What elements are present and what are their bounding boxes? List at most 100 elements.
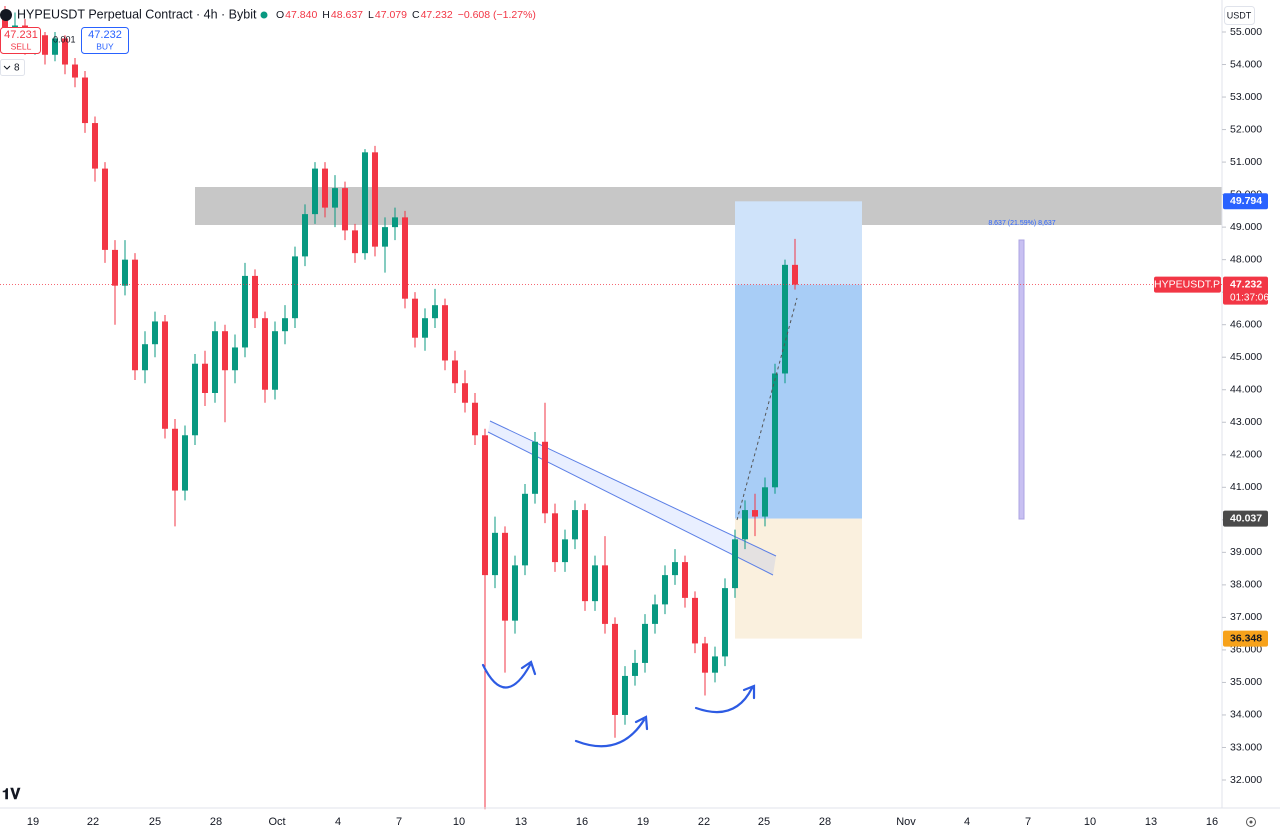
x-tick-label: 16	[576, 816, 588, 828]
x-tick-label: 25	[149, 816, 161, 828]
stop-zone	[735, 518, 862, 639]
y-tick-label: 38.000	[1230, 579, 1262, 591]
candle-body	[552, 513, 558, 563]
candle-body	[52, 38, 58, 55]
candle-body	[252, 275, 258, 319]
sell-button[interactable]	[0, 27, 41, 54]
y-tick-label: 39.000	[1230, 546, 1262, 558]
x-tick-label: 19	[27, 816, 39, 828]
candle-body	[462, 383, 468, 403]
candle-body	[92, 123, 98, 169]
target-zone	[735, 201, 862, 285]
y-tick-label: 54.000	[1230, 58, 1262, 70]
candle-body	[612, 623, 618, 715]
chevron	[3, 65, 11, 70]
ohlc-label: H	[322, 9, 330, 21]
candle-body	[42, 35, 48, 55]
candle-body	[182, 435, 188, 491]
candle-body	[752, 510, 758, 517]
candle-body	[682, 562, 688, 598]
candle-body	[672, 562, 678, 576]
ohlc-value: 47.232	[421, 9, 453, 21]
ohlc-value: 47.840	[285, 9, 317, 21]
y-tick-label: 35.000	[1230, 676, 1262, 688]
y-tick-label: 33.000	[1230, 741, 1262, 753]
symbol-badge-label: HYPEUSDT.P	[1154, 278, 1220, 290]
x-tick-label: Oct	[268, 816, 285, 828]
status-dot	[260, 11, 268, 19]
candle-body	[152, 321, 158, 345]
settings-icon[interactable]	[1246, 817, 1256, 827]
ohlc-label: L	[368, 9, 374, 21]
position-tool	[735, 201, 862, 639]
x-tick-label: 10	[1084, 816, 1096, 828]
candle-body	[352, 230, 358, 254]
candle-body	[652, 604, 658, 624]
candle-body	[142, 344, 148, 371]
y-tick-label: 45.000	[1230, 351, 1262, 363]
candle-body	[342, 188, 348, 231]
tv-logo: 𝟏𝐕	[2, 786, 21, 803]
measure-bar	[1018, 239, 1025, 520]
price-badge-label: 49.794	[1230, 195, 1262, 207]
x-tick-label: 4	[964, 816, 970, 828]
y-tick-label: 55.000	[1230, 26, 1262, 38]
x-tick-label: 7	[1025, 816, 1031, 828]
candle-body	[762, 487, 768, 517]
candle-body	[772, 373, 778, 488]
x-tick-label: 10	[453, 816, 465, 828]
x-tick-label: 7	[396, 816, 402, 828]
y-tick-label: 37.000	[1230, 611, 1262, 623]
candle-body	[82, 77, 88, 124]
candle-body	[482, 435, 488, 576]
candle-body	[122, 259, 128, 286]
candle-body	[162, 321, 168, 429]
settings-icon-dot	[1249, 820, 1253, 824]
candle-body	[102, 168, 108, 250]
candle-body	[702, 643, 708, 673]
candle-body	[372, 152, 378, 247]
candle-body	[262, 318, 268, 390]
buy-button[interactable]	[81, 27, 129, 54]
price-badge	[1223, 276, 1268, 305]
price-badge-label: 36.348	[1230, 632, 1262, 644]
candle-body	[452, 360, 458, 384]
candle-body	[322, 168, 328, 208]
price-badge	[1223, 630, 1268, 647]
y-tick-label: 36.000	[1230, 644, 1262, 656]
candle-body	[112, 249, 118, 286]
buy-label: BUY	[96, 41, 114, 51]
candle-body	[522, 493, 528, 566]
indicator-toggle[interactable]	[0, 59, 25, 76]
y-tick-label: 46.000	[1230, 318, 1262, 330]
candle-body	[742, 510, 748, 540]
candle-body	[202, 363, 208, 393]
y-tick-label: 43.000	[1230, 416, 1262, 428]
candle-body	[392, 217, 398, 228]
candle-body	[362, 152, 368, 254]
candle-body	[232, 347, 238, 371]
price-badge	[1223, 510, 1268, 527]
y-tick-label: 34.000	[1230, 709, 1262, 721]
candle-body	[432, 305, 438, 319]
currency-button[interactable]	[1224, 6, 1255, 25]
candle-body	[602, 565, 608, 624]
projection-line	[736, 297, 798, 521]
x-tick-label: 13	[1145, 816, 1157, 828]
candle-body	[272, 331, 278, 390]
candle-body	[302, 214, 308, 257]
x-tick-label: 19	[637, 816, 649, 828]
y-tick-label: 41.000	[1230, 481, 1262, 493]
sell-price: 47.231	[4, 29, 38, 41]
sell-label: SELL	[11, 41, 32, 51]
symbol-title: HYPEUSDT Perpetual Contract · 4h · Bybit	[17, 7, 257, 21]
ohlc-value: 47.079	[375, 9, 407, 21]
candle-body	[582, 510, 588, 602]
candle-body	[402, 217, 408, 299]
candle-body	[212, 331, 218, 393]
candle-body	[172, 428, 178, 491]
candle-body	[72, 64, 78, 78]
candle-body	[292, 256, 298, 319]
candle-body	[472, 402, 478, 436]
